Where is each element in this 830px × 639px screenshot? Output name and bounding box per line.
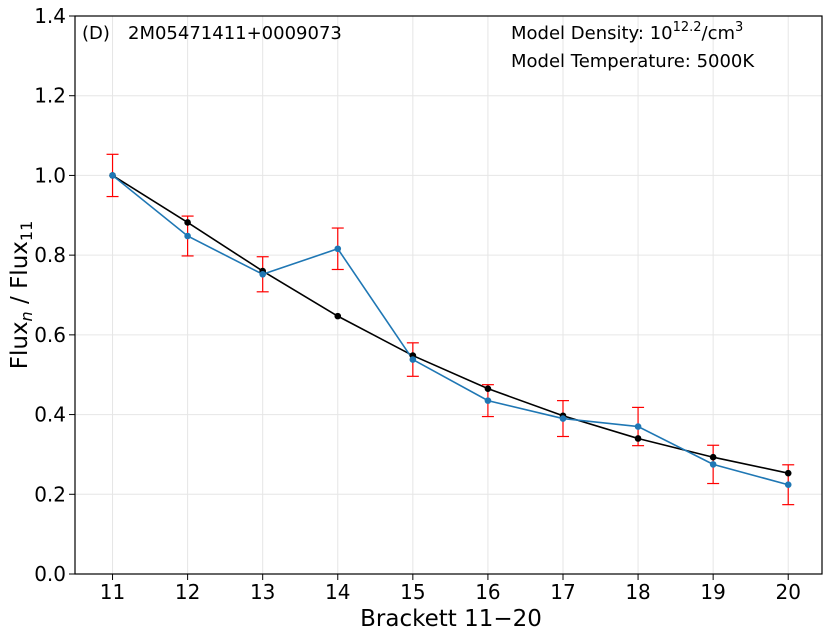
- series-layer: [106, 153, 795, 506]
- model-density-value: 10: [650, 23, 673, 44]
- observed-point: [334, 245, 342, 253]
- y-tick-label: 0.6: [34, 323, 66, 347]
- x-tick-label: 11: [100, 580, 125, 604]
- x-tick-label: 20: [775, 580, 800, 604]
- model-point: [484, 385, 492, 392]
- model-point: [784, 469, 792, 477]
- model-density-unit-exponent: 3: [735, 20, 743, 35]
- y-tick-label: 1.2: [34, 84, 66, 108]
- x-tick-label: 12: [175, 580, 200, 604]
- model-point: [334, 312, 342, 320]
- x-tick-label: 18: [625, 580, 650, 604]
- grid-lines: [75, 15, 822, 575]
- x-tick-label: 15: [400, 580, 425, 604]
- observed-point: [559, 415, 567, 422]
- object-name: 2M05471411+0009073: [128, 23, 342, 44]
- observed-point: [784, 481, 792, 489]
- observed-point: [709, 461, 717, 468]
- x-axis-title: Brackett 11−20: [360, 606, 542, 632]
- model-temperature: Model Temperature: 5000K: [511, 51, 755, 72]
- y-tick-label: 1.0: [34, 163, 66, 187]
- model-point: [634, 435, 642, 442]
- x-tick-label: 19: [700, 580, 725, 604]
- plot-frame: [74, 15, 823, 575]
- model-point: [184, 219, 191, 226]
- model-line: [112, 174, 789, 474]
- observed-point: [259, 270, 266, 278]
- x-tick-label: 16: [475, 580, 500, 604]
- x-tick-label: 14: [325, 580, 350, 604]
- model-point: [709, 453, 717, 461]
- y-axis-title-sep: / Flux: [7, 241, 33, 311]
- model-density-unit: /cm: [702, 23, 736, 44]
- observed-point: [109, 172, 116, 179]
- y-tick-label: 0.8: [34, 243, 66, 267]
- model-density-exponent: 12.2: [673, 20, 702, 35]
- x-tick-label: 17: [550, 580, 575, 604]
- y-tick-label: 0.2: [34, 482, 66, 506]
- y-axis-title-sub-n: n: [17, 311, 36, 321]
- y-axis-title-base: Flux: [7, 321, 33, 369]
- model-density-label: Model Density:: [511, 23, 650, 44]
- observed-point: [409, 356, 417, 363]
- observed-point: [634, 423, 642, 430]
- y-axis-title: Fluxn / Flux11: [7, 221, 36, 370]
- model-density: Model Density: 1012.2/cm3: [511, 20, 743, 44]
- observed-line: [112, 174, 789, 486]
- y-tick-label: 0.4: [34, 403, 66, 427]
- panel-label: (D): [82, 23, 110, 44]
- observed-point: [484, 397, 492, 404]
- observed-point: [184, 232, 191, 240]
- y-tick-label: 1.4: [34, 4, 66, 28]
- y-tick-label: 0.0: [34, 562, 66, 586]
- ticks: 11 12 13 14 15 16 17 18 19 20 0.0 0.2 0.4 0.6 0.8 1.0 1.…: [34, 4, 801, 604]
- x-tick-label: 13: [250, 580, 275, 604]
- y-axis-title-sub-11: 11: [17, 221, 36, 241]
